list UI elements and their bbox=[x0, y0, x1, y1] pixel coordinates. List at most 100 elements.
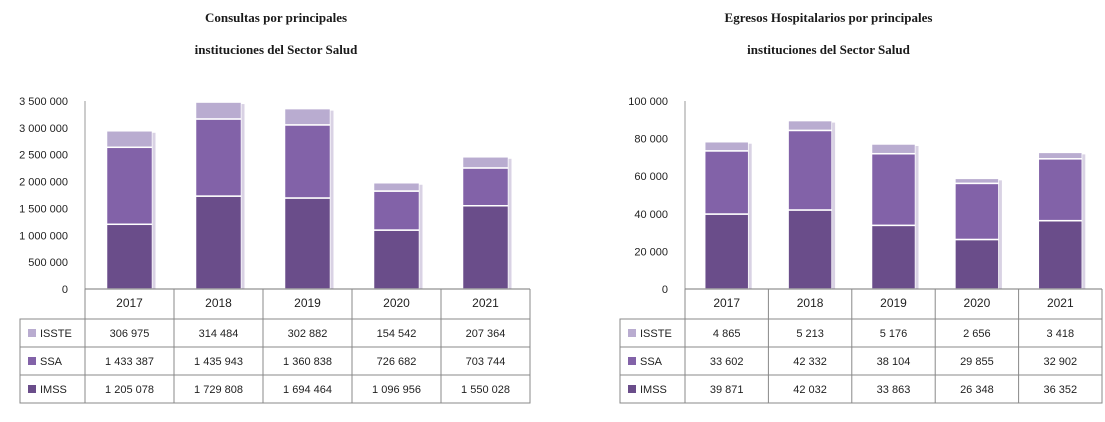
bar-shadow-2021 bbox=[1082, 154, 1086, 289]
bar-isste-2019 bbox=[283, 107, 332, 126]
data-label: 302 882 bbox=[288, 328, 328, 340]
x-tick-label: 2019 bbox=[880, 296, 907, 310]
x-tick-label: 2017 bbox=[116, 296, 143, 310]
bar-ssa-2021 bbox=[1037, 158, 1084, 222]
data-label: 32 902 bbox=[1043, 356, 1077, 368]
data-label: 33 602 bbox=[710, 356, 744, 368]
data-label: 306 975 bbox=[110, 328, 150, 340]
data-label: 33 863 bbox=[877, 384, 911, 396]
bar-ssa-2019 bbox=[870, 152, 917, 227]
bar-isste-2017 bbox=[105, 130, 154, 149]
bar-isste-2021 bbox=[1037, 151, 1084, 160]
table-row-ssa bbox=[19, 346, 531, 376]
chart-title-line2: instituciones del Sector Salud bbox=[747, 42, 910, 57]
bar-imss-2020 bbox=[372, 229, 421, 290]
y-tick-label: 60 000 bbox=[634, 171, 668, 183]
legend-label-imss: IMSS bbox=[40, 384, 67, 396]
chart-canvas: 0 20 000 40 000 60 000 80 000 100 000 2017 2018… bbox=[619, 96, 1103, 404]
y-tick-label: 0 bbox=[62, 284, 68, 296]
bar-imss-2017 bbox=[703, 213, 750, 290]
table-row-ssa bbox=[619, 346, 1103, 376]
chart-canvas: 0 500 000 1 000 000 1 500 000 2 000 000 2 500… bbox=[19, 96, 531, 404]
chart-egresos: Egresos Hospitalarios por principales in… bbox=[552, 0, 1105, 422]
y-tick-label: 100 000 bbox=[628, 96, 668, 108]
legend-label-ssa: SSA bbox=[40, 356, 63, 368]
bar-ssa-2017 bbox=[105, 146, 154, 226]
bar-ssa-2018 bbox=[194, 118, 243, 197]
bar-imss-2019 bbox=[283, 197, 332, 290]
bar-imss-2019 bbox=[870, 224, 917, 290]
x-tick-label: 2018 bbox=[797, 296, 824, 310]
legend-label-imss: IMSS bbox=[640, 384, 667, 396]
data-label: 1 729 808 bbox=[194, 384, 243, 396]
data-label: 1 435 943 bbox=[194, 356, 243, 368]
bar-imss-2017 bbox=[105, 223, 154, 290]
bar-imss-2018 bbox=[787, 209, 833, 290]
legend-swatch-isste bbox=[628, 329, 636, 337]
table-row-imss bbox=[19, 374, 531, 404]
x-tick-label: 2017 bbox=[713, 296, 740, 310]
x-tick-label: 2020 bbox=[383, 296, 410, 310]
y-tick-label: 3 500 000 bbox=[19, 96, 68, 108]
bar-ssa-2021 bbox=[461, 167, 510, 207]
bar-shadow-2020 bbox=[419, 184, 423, 289]
data-label: 726 682 bbox=[377, 356, 417, 368]
data-label: 39 871 bbox=[710, 384, 744, 396]
y-tick-label: 20 000 bbox=[634, 246, 668, 258]
legend-label-isste: ISSTE bbox=[40, 328, 72, 340]
y-tick-label: 2 500 000 bbox=[19, 150, 68, 162]
legend-label-isste: ISSTE bbox=[640, 328, 672, 340]
bar-ssa-2018 bbox=[787, 129, 833, 211]
legend-swatch-imss bbox=[28, 385, 36, 393]
chart-title-line2: instituciones del Sector Salud bbox=[194, 42, 358, 57]
bar-shadow-2019 bbox=[330, 110, 334, 289]
x-tick-label: 2021 bbox=[472, 296, 499, 310]
bar-ssa-2019 bbox=[283, 124, 332, 199]
x-tick-label: 2021 bbox=[1047, 296, 1074, 310]
bar-shadow-2019 bbox=[915, 145, 919, 289]
data-label: 38 104 bbox=[877, 356, 911, 368]
x-tick-label: 2019 bbox=[294, 296, 321, 310]
legend-swatch-isste bbox=[28, 329, 36, 337]
data-label: 703 744 bbox=[466, 356, 506, 368]
bar-imss-2021 bbox=[1037, 219, 1084, 290]
bar-isste-2018 bbox=[787, 119, 833, 132]
data-label: 29 855 bbox=[960, 356, 994, 368]
data-label: 42 332 bbox=[793, 356, 827, 368]
data-label: 207 364 bbox=[466, 328, 506, 340]
data-label: 1 360 838 bbox=[283, 356, 332, 368]
bar-isste-2020 bbox=[372, 181, 421, 192]
bar-shadow-2020 bbox=[998, 180, 1002, 289]
bar-imss-2021 bbox=[461, 204, 510, 290]
data-label: 154 542 bbox=[377, 328, 417, 340]
data-label: 42 032 bbox=[793, 384, 827, 396]
bar-ssa-2017 bbox=[703, 150, 750, 215]
chart-title-line1: Egresos Hospitalarios por principales bbox=[724, 10, 933, 25]
data-label: 1 433 387 bbox=[105, 356, 154, 368]
data-label: 26 348 bbox=[960, 384, 994, 396]
chart-consultas: Consultas por principales instituciones … bbox=[0, 0, 552, 422]
data-label: 36 352 bbox=[1043, 384, 1077, 396]
table-row-isste bbox=[19, 318, 531, 348]
data-label: 1 096 956 bbox=[372, 384, 421, 396]
x-tick-label: 2018 bbox=[205, 296, 232, 310]
table-row-isste bbox=[619, 318, 1103, 348]
chart-title-line1: Consultas por principales bbox=[204, 10, 348, 25]
data-label: 1 550 028 bbox=[461, 384, 510, 396]
bar-shadow-2017 bbox=[152, 132, 156, 289]
data-label: 5 213 bbox=[796, 328, 824, 340]
bar-imss-2020 bbox=[954, 238, 1000, 290]
y-tick-label: 80 000 bbox=[634, 134, 668, 146]
data-label: 314 484 bbox=[199, 328, 239, 340]
bar-isste-2019 bbox=[870, 143, 917, 155]
y-tick-label: 2 000 000 bbox=[19, 177, 68, 189]
data-label: 4 865 bbox=[713, 328, 741, 340]
bar-ssa-2020 bbox=[954, 182, 1000, 241]
data-label: 2 656 bbox=[963, 328, 991, 340]
legend-swatch-imss bbox=[628, 385, 636, 393]
data-label: 5 176 bbox=[880, 328, 908, 340]
y-tick-label: 500 000 bbox=[28, 257, 68, 269]
y-tick-label: 1 500 000 bbox=[19, 203, 68, 215]
bar-shadow-2018 bbox=[241, 104, 245, 289]
bar-shadow-2017 bbox=[748, 143, 752, 289]
